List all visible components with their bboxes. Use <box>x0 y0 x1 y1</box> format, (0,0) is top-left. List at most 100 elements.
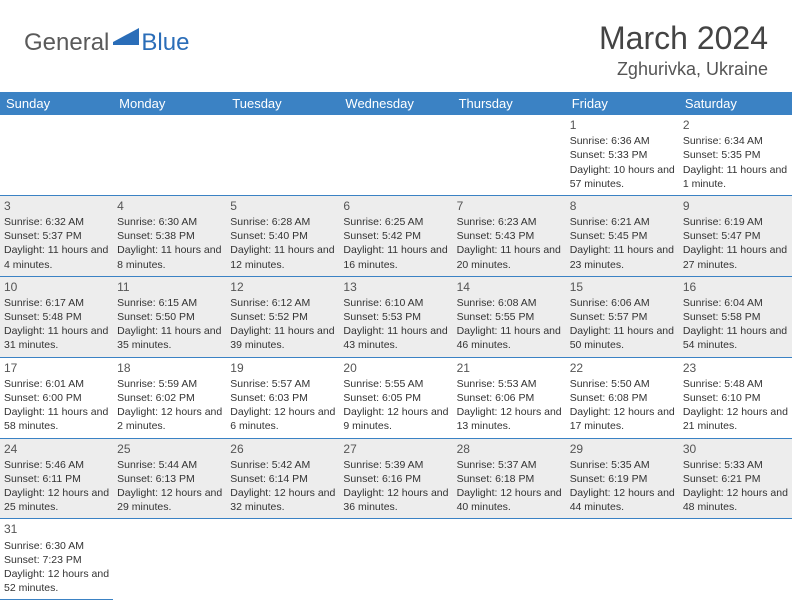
sunrise-text: Sunrise: 5:42 AM <box>230 458 335 472</box>
sunset-text: Sunset: 5:35 PM <box>683 148 788 162</box>
calendar-week: 24Sunrise: 5:46 AMSunset: 6:11 PMDayligh… <box>0 438 792 519</box>
sunrise-text: Sunrise: 6:17 AM <box>4 296 109 310</box>
calendar-cell: 15Sunrise: 6:06 AMSunset: 5:57 PMDayligh… <box>566 276 679 357</box>
sunrise-text: Sunrise: 5:44 AM <box>117 458 222 472</box>
sunset-text: Sunset: 6:06 PM <box>457 391 562 405</box>
sunrise-text: Sunrise: 6:10 AM <box>343 296 448 310</box>
calendar-cell <box>226 519 339 600</box>
calendar-cell <box>453 519 566 600</box>
sunset-text: Sunset: 5:47 PM <box>683 229 788 243</box>
sunset-text: Sunset: 6:13 PM <box>117 472 222 486</box>
calendar-cell: 18Sunrise: 5:59 AMSunset: 6:02 PMDayligh… <box>113 357 226 438</box>
sunrise-text: Sunrise: 6:15 AM <box>117 296 222 310</box>
calendar-cell: 6Sunrise: 6:25 AMSunset: 5:42 PMDaylight… <box>339 195 452 276</box>
sunset-text: Sunset: 5:33 PM <box>570 148 675 162</box>
calendar-cell: 16Sunrise: 6:04 AMSunset: 5:58 PMDayligh… <box>679 276 792 357</box>
calendar-cell <box>226 115 339 195</box>
day-number: 15 <box>570 279 675 295</box>
sunrise-text: Sunrise: 5:33 AM <box>683 458 788 472</box>
day-number: 14 <box>457 279 562 295</box>
day-number: 24 <box>4 441 109 457</box>
header: General Blue March 2024 Zghurivka, Ukrai… <box>0 0 792 88</box>
sunset-text: Sunset: 5:58 PM <box>683 310 788 324</box>
sunset-text: Sunset: 6:08 PM <box>570 391 675 405</box>
daylight-text: Daylight: 12 hours and 2 minutes. <box>117 405 222 433</box>
calendar-cell: 13Sunrise: 6:10 AMSunset: 5:53 PMDayligh… <box>339 276 452 357</box>
calendar-cell: 7Sunrise: 6:23 AMSunset: 5:43 PMDaylight… <box>453 195 566 276</box>
calendar-cell: 1Sunrise: 6:36 AMSunset: 5:33 PMDaylight… <box>566 115 679 195</box>
day-header: Thursday <box>453 92 566 115</box>
daylight-text: Daylight: 10 hours and 57 minutes. <box>570 163 675 191</box>
calendar-cell: 28Sunrise: 5:37 AMSunset: 6:18 PMDayligh… <box>453 438 566 519</box>
logo-flag-icon <box>113 28 139 51</box>
calendar-cell: 12Sunrise: 6:12 AMSunset: 5:52 PMDayligh… <box>226 276 339 357</box>
day-number: 3 <box>4 198 109 214</box>
sunrise-text: Sunrise: 6:32 AM <box>4 215 109 229</box>
sunrise-text: Sunrise: 5:57 AM <box>230 377 335 391</box>
sunrise-text: Sunrise: 5:39 AM <box>343 458 448 472</box>
sunset-text: Sunset: 6:02 PM <box>117 391 222 405</box>
calendar-cell <box>566 519 679 600</box>
logo-text-general: General <box>24 29 109 57</box>
sunset-text: Sunset: 5:40 PM <box>230 229 335 243</box>
calendar-table: Sunday Monday Tuesday Wednesday Thursday… <box>0 92 792 600</box>
day-number: 29 <box>570 441 675 457</box>
month-title: March 2024 <box>599 20 768 57</box>
calendar-week: 10Sunrise: 6:17 AMSunset: 5:48 PMDayligh… <box>0 276 792 357</box>
sunrise-text: Sunrise: 6:36 AM <box>570 134 675 148</box>
sunset-text: Sunset: 5:37 PM <box>4 229 109 243</box>
calendar-week: 3Sunrise: 6:32 AMSunset: 5:37 PMDaylight… <box>0 195 792 276</box>
daylight-text: Daylight: 11 hours and 20 minutes. <box>457 243 562 271</box>
daylight-text: Daylight: 12 hours and 36 minutes. <box>343 486 448 514</box>
daylight-text: Daylight: 11 hours and 23 minutes. <box>570 243 675 271</box>
calendar-cell: 2Sunrise: 6:34 AMSunset: 5:35 PMDaylight… <box>679 115 792 195</box>
logo: General Blue <box>24 28 189 57</box>
day-number: 10 <box>4 279 109 295</box>
daylight-text: Daylight: 12 hours and 52 minutes. <box>4 567 109 595</box>
sunrise-text: Sunrise: 6:21 AM <box>570 215 675 229</box>
daylight-text: Daylight: 11 hours and 27 minutes. <box>683 243 788 271</box>
day-number: 26 <box>230 441 335 457</box>
daylight-text: Daylight: 12 hours and 17 minutes. <box>570 405 675 433</box>
day-header-row: Sunday Monday Tuesday Wednesday Thursday… <box>0 92 792 115</box>
sunset-text: Sunset: 6:10 PM <box>683 391 788 405</box>
sunrise-text: Sunrise: 6:01 AM <box>4 377 109 391</box>
calendar-cell: 22Sunrise: 5:50 AMSunset: 6:08 PMDayligh… <box>566 357 679 438</box>
daylight-text: Daylight: 12 hours and 9 minutes. <box>343 405 448 433</box>
daylight-text: Daylight: 12 hours and 21 minutes. <box>683 405 788 433</box>
daylight-text: Daylight: 11 hours and 35 minutes. <box>117 324 222 352</box>
day-header: Tuesday <box>226 92 339 115</box>
calendar-cell: 9Sunrise: 6:19 AMSunset: 5:47 PMDaylight… <box>679 195 792 276</box>
sunset-text: Sunset: 6:05 PM <box>343 391 448 405</box>
sunset-text: Sunset: 5:57 PM <box>570 310 675 324</box>
sunset-text: Sunset: 6:21 PM <box>683 472 788 486</box>
sunrise-text: Sunrise: 5:37 AM <box>457 458 562 472</box>
sunset-text: Sunset: 6:18 PM <box>457 472 562 486</box>
calendar-cell: 17Sunrise: 6:01 AMSunset: 6:00 PMDayligh… <box>0 357 113 438</box>
day-number: 11 <box>117 279 222 295</box>
calendar-cell: 23Sunrise: 5:48 AMSunset: 6:10 PMDayligh… <box>679 357 792 438</box>
calendar-cell: 30Sunrise: 5:33 AMSunset: 6:21 PMDayligh… <box>679 438 792 519</box>
daylight-text: Daylight: 12 hours and 29 minutes. <box>117 486 222 514</box>
sunrise-text: Sunrise: 6:08 AM <box>457 296 562 310</box>
daylight-text: Daylight: 12 hours and 13 minutes. <box>457 405 562 433</box>
day-number: 2 <box>683 117 788 133</box>
sunset-text: Sunset: 5:38 PM <box>117 229 222 243</box>
daylight-text: Daylight: 11 hours and 8 minutes. <box>117 243 222 271</box>
daylight-text: Daylight: 11 hours and 4 minutes. <box>4 243 109 271</box>
day-header: Friday <box>566 92 679 115</box>
calendar-week: 31Sunrise: 6:30 AMSunset: 7:23 PMDayligh… <box>0 519 792 600</box>
sunrise-text: Sunrise: 6:30 AM <box>4 539 109 553</box>
calendar-cell: 24Sunrise: 5:46 AMSunset: 6:11 PMDayligh… <box>0 438 113 519</box>
sunset-text: Sunset: 6:14 PM <box>230 472 335 486</box>
day-number: 6 <box>343 198 448 214</box>
day-number: 28 <box>457 441 562 457</box>
calendar-cell: 19Sunrise: 5:57 AMSunset: 6:03 PMDayligh… <box>226 357 339 438</box>
day-number: 12 <box>230 279 335 295</box>
daylight-text: Daylight: 11 hours and 12 minutes. <box>230 243 335 271</box>
day-number: 20 <box>343 360 448 376</box>
day-number: 18 <box>117 360 222 376</box>
day-number: 19 <box>230 360 335 376</box>
day-number: 23 <box>683 360 788 376</box>
sunset-text: Sunset: 5:53 PM <box>343 310 448 324</box>
